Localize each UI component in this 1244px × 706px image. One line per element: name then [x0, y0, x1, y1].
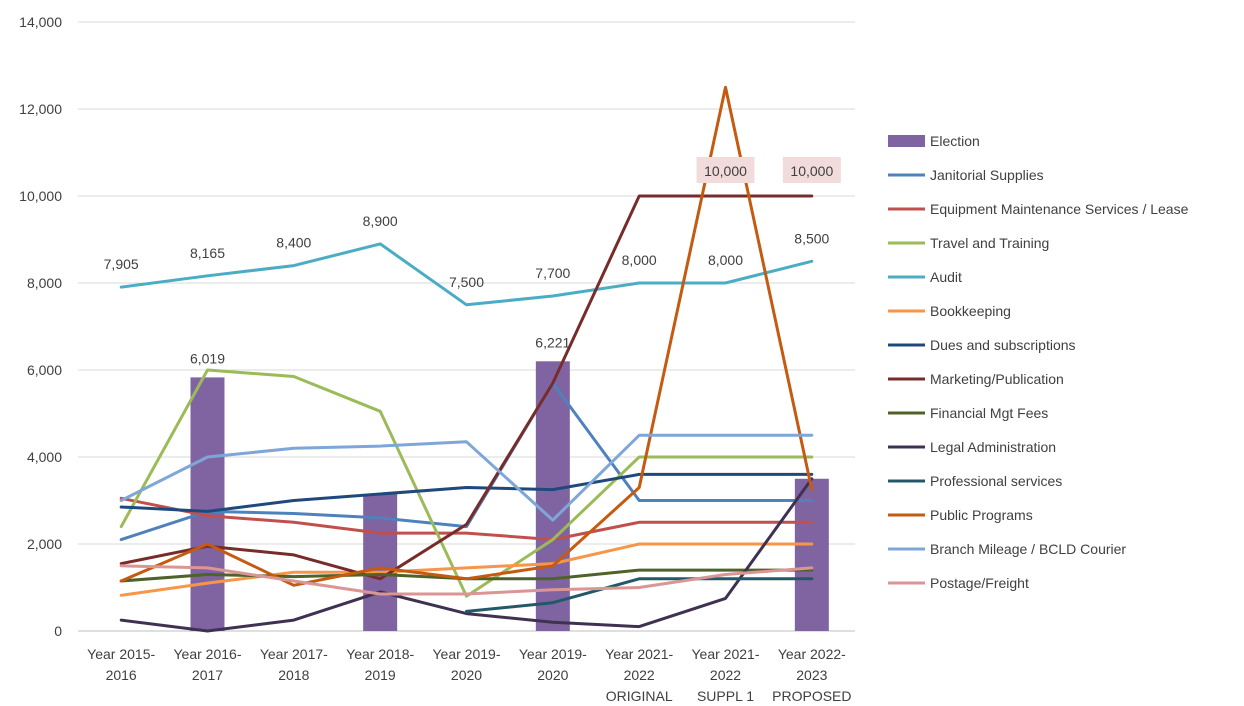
- legend-label: Audit: [930, 269, 962, 285]
- legend-label: Equipment Maintenance Services / Lease: [930, 201, 1189, 217]
- data-label: 10,000: [790, 163, 833, 179]
- x-tick-label-line: 2017: [192, 667, 223, 683]
- data-label-box: [696, 157, 755, 183]
- x-tick-label-line: Year 2017-: [260, 646, 328, 662]
- legend-label: Branch Mileage / BCLD Courier: [930, 541, 1126, 557]
- x-tick-label-line: 2022: [710, 667, 741, 683]
- legend-swatch: [888, 135, 925, 147]
- line-marketing-publication: [119, 194, 814, 581]
- y-tick-label: 2,000: [27, 536, 62, 552]
- legend-label: Dues and subscriptions: [930, 337, 1076, 353]
- data-labels: 7,905 8,165 8,400 8,900 7,500 7,700 8,000 8,000…: [104, 157, 841, 366]
- legend-label: Public Programs: [930, 507, 1033, 523]
- legend-label: Financial Mgt Fees: [930, 405, 1048, 421]
- x-tick-label: Year 2021- 2022 SUPPL 1: [692, 646, 760, 704]
- x-tick-label-line: ORIGINAL: [606, 688, 673, 704]
- x-tick-label: Year 2015- 2016: [87, 646, 155, 683]
- bar-election: [535, 361, 570, 631]
- legend-label: Election: [930, 133, 980, 149]
- data-label: 7,905: [104, 256, 139, 272]
- x-tick-label-line: 2020: [451, 667, 482, 683]
- y-tick-label: 0: [54, 623, 62, 639]
- y-tick-label: 12,000: [19, 101, 62, 117]
- data-label: 8,000: [622, 252, 657, 268]
- series-lines: [119, 85, 814, 633]
- bar-election: [363, 493, 398, 631]
- y-tick-label: 10,000: [19, 188, 62, 204]
- legend-label: Professional services: [930, 473, 1062, 489]
- x-tick-label-line: 2018: [278, 667, 309, 683]
- line-bookkeeping: [119, 542, 814, 597]
- x-tick-label-line: Year 2021-: [605, 646, 673, 662]
- data-label: 8,900: [363, 213, 398, 229]
- legend-label: Bookkeeping: [930, 303, 1011, 319]
- x-tick-label: Year 2022- 2023 PROPOSED: [772, 646, 851, 704]
- line-public-programs: [119, 85, 814, 587]
- data-label: 8,000: [708, 252, 743, 268]
- x-tick-label-line: Year 2015-: [87, 646, 155, 662]
- x-tick-label-line: 2016: [106, 667, 137, 683]
- data-label: 8,500: [794, 230, 829, 246]
- x-tick-label-line: Year 2019-: [519, 646, 587, 662]
- line-postage-freight: [119, 564, 814, 596]
- x-tick-label-line: PROPOSED: [772, 688, 851, 704]
- x-tick-label: Year 2016- 2017: [174, 646, 242, 683]
- y-tick-label: 6,000: [27, 362, 62, 378]
- legend-label: Postage/Freight: [930, 575, 1029, 591]
- x-tick-label: Year 2017- 2018: [260, 646, 328, 683]
- x-tick-label: Year 2019- 2020: [433, 646, 501, 683]
- x-tick-label-line: 2020: [537, 667, 568, 683]
- legend-label: Marketing/Publication: [930, 371, 1064, 387]
- line-legal-administration: [119, 477, 814, 633]
- x-tick-label: Year 2021- 2022 ORIGINAL: [605, 646, 673, 704]
- x-tick-label-line: 2022: [624, 667, 655, 683]
- bar-election: [794, 478, 829, 631]
- y-tick-label: 8,000: [27, 275, 62, 291]
- legend-label: Janitorial Supplies: [930, 167, 1044, 183]
- data-label: 8,165: [190, 245, 225, 261]
- x-tick-label-line: Year 2021-: [692, 646, 760, 662]
- legend: Election Janitorial Supplies Equipment Mai…: [888, 133, 1189, 591]
- x-tick-label: Year 2019- 2020: [519, 646, 587, 683]
- y-axis: 0 2,000 4,000 6,000 8,000 10,000 12,000 14,000: [19, 14, 62, 639]
- x-tick-label-line: Year 2018-: [346, 646, 414, 662]
- line-dues-and-subscriptions: [119, 472, 814, 513]
- data-label: 10,000: [704, 163, 747, 179]
- x-tick-label-line: 2023: [796, 667, 827, 683]
- x-tick-label: Year 2018- 2019: [346, 646, 414, 683]
- legend-label: Legal Administration: [930, 439, 1056, 455]
- x-tick-label-line: Year 2019-: [433, 646, 501, 662]
- bar-election: [190, 377, 225, 631]
- data-label: 6,019: [190, 350, 225, 366]
- data-label-box: [782, 157, 841, 183]
- line-professional-services: [465, 577, 814, 613]
- data-label: 8,400: [276, 235, 311, 251]
- x-tick-label-line: Year 2016-: [174, 646, 242, 662]
- y-tick-label: 4,000: [27, 449, 62, 465]
- y-tick-label: 14,000: [19, 14, 62, 30]
- data-label: 6,221: [535, 334, 570, 350]
- line-equipment-maintenance-services-lease: [119, 496, 814, 542]
- line-audit: [119, 242, 814, 307]
- line-janitorial-supplies: [119, 381, 814, 542]
- line-travel-and-training: [119, 368, 814, 598]
- x-tick-label-line: Year 2022-: [778, 646, 846, 662]
- x-axis: Year 2015- 2016 Year 2016- 2017 Year 2017- 20…: [87, 646, 851, 704]
- line-branch-mileage-bcld-courier: [119, 433, 814, 522]
- data-label: 7,500: [449, 274, 484, 290]
- x-tick-label-line: SUPPL 1: [697, 688, 754, 704]
- data-label: 7,700: [535, 265, 570, 281]
- x-tick-label-line: 2019: [365, 667, 396, 683]
- legend-label: Travel and Training: [930, 235, 1049, 251]
